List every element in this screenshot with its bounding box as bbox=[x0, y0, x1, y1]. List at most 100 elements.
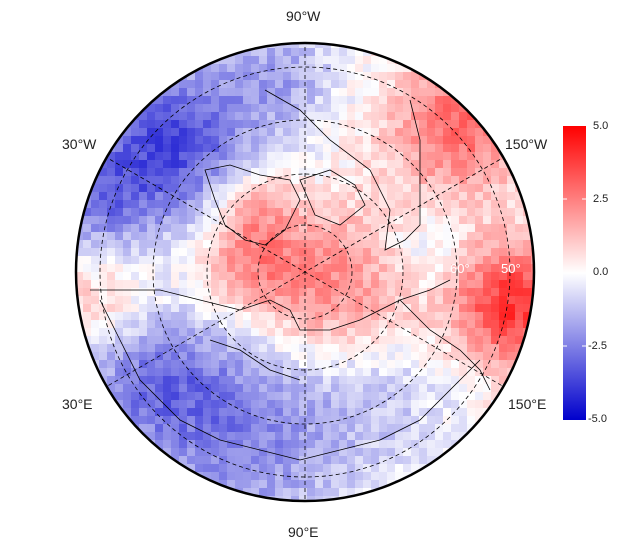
field-cell bbox=[123, 328, 131, 336]
field-cell bbox=[99, 448, 107, 456]
field-cell bbox=[99, 496, 107, 501]
field-cell bbox=[147, 360, 155, 368]
field-cell bbox=[123, 248, 131, 256]
field-cell bbox=[355, 392, 363, 400]
field-cell bbox=[131, 472, 139, 480]
field-cell bbox=[483, 43, 491, 48]
field-cell bbox=[411, 184, 419, 192]
field-cell bbox=[331, 304, 339, 312]
field-cell bbox=[443, 48, 451, 56]
field-cell bbox=[211, 288, 219, 296]
field-cell bbox=[115, 43, 123, 48]
field-cell bbox=[499, 120, 507, 128]
field-cell bbox=[443, 104, 451, 112]
field-cell bbox=[371, 272, 379, 280]
field-cell bbox=[307, 320, 315, 328]
field-cell bbox=[363, 296, 371, 304]
field-cell bbox=[451, 192, 459, 200]
field-cell bbox=[419, 216, 427, 224]
field-cell bbox=[275, 240, 283, 248]
field-cell bbox=[403, 216, 411, 224]
field-cell bbox=[523, 80, 531, 88]
field-cell bbox=[179, 456, 187, 464]
field-cell bbox=[451, 64, 459, 72]
field-cell bbox=[331, 328, 339, 336]
field-cell bbox=[467, 280, 475, 288]
field-cell bbox=[123, 88, 131, 96]
field-cell bbox=[99, 368, 107, 376]
field-cell bbox=[387, 112, 395, 120]
field-cell bbox=[131, 416, 139, 424]
field-cell bbox=[499, 256, 507, 264]
field-cell bbox=[131, 64, 139, 72]
field-cell bbox=[275, 152, 283, 160]
field-cell bbox=[387, 224, 395, 232]
field-cell bbox=[347, 128, 355, 136]
field-cell bbox=[179, 56, 187, 64]
field-cell bbox=[491, 232, 499, 240]
field-cell bbox=[299, 72, 307, 80]
field-cell bbox=[475, 256, 483, 264]
field-cell bbox=[211, 504, 219, 512]
field-cell bbox=[315, 296, 323, 304]
field-cell bbox=[83, 416, 91, 424]
field-cell bbox=[275, 64, 283, 72]
field-cell bbox=[339, 192, 347, 200]
field-cell bbox=[523, 304, 531, 312]
field-cell bbox=[427, 232, 435, 240]
field-cell bbox=[355, 248, 363, 256]
field-cell bbox=[443, 400, 451, 408]
field-cell bbox=[515, 344, 523, 352]
field-cell bbox=[115, 352, 123, 360]
field-cell bbox=[387, 128, 395, 136]
field-cell bbox=[355, 104, 363, 112]
field-cell bbox=[203, 280, 211, 288]
field-cell bbox=[195, 408, 203, 416]
field-cell bbox=[259, 336, 267, 344]
field-cell bbox=[155, 240, 163, 248]
field-cell bbox=[427, 264, 435, 272]
field-cell bbox=[475, 264, 483, 272]
field-cell bbox=[91, 184, 99, 192]
field-cell bbox=[347, 296, 355, 304]
field-cell bbox=[99, 400, 107, 408]
field-cell bbox=[227, 152, 235, 160]
field-cell bbox=[419, 424, 427, 432]
field-cell bbox=[419, 320, 427, 328]
field-cell bbox=[435, 216, 443, 224]
field-cell bbox=[115, 168, 123, 176]
field-cell bbox=[211, 232, 219, 240]
field-cell bbox=[243, 480, 251, 488]
field-cell bbox=[435, 376, 443, 384]
field-cell bbox=[131, 88, 139, 96]
field-cell bbox=[427, 216, 435, 224]
field-cell bbox=[123, 504, 131, 512]
field-cell bbox=[411, 288, 419, 296]
field-cell bbox=[443, 224, 451, 232]
field-cell bbox=[419, 408, 427, 416]
field-cell bbox=[76, 416, 83, 424]
field-cell bbox=[459, 288, 467, 296]
field-cell bbox=[219, 152, 227, 160]
field-cell bbox=[251, 224, 259, 232]
field-cell bbox=[267, 64, 275, 72]
field-cell bbox=[339, 152, 347, 160]
field-cell bbox=[475, 208, 483, 216]
field-cell bbox=[267, 240, 275, 248]
field-cell bbox=[523, 72, 531, 80]
field-cell bbox=[83, 368, 91, 376]
field-cell bbox=[371, 144, 379, 152]
field-cell bbox=[451, 248, 459, 256]
field-cell bbox=[187, 48, 195, 56]
field-cell bbox=[515, 384, 523, 392]
colorbar-tick-label: 2.5 bbox=[593, 193, 609, 205]
field-cell bbox=[531, 72, 534, 80]
field-cell bbox=[115, 224, 123, 232]
field-cell bbox=[171, 496, 179, 501]
field-cell bbox=[499, 248, 507, 256]
field-cell bbox=[459, 152, 467, 160]
field-cell bbox=[307, 272, 315, 280]
field-cell bbox=[523, 112, 531, 120]
field-cell bbox=[91, 320, 99, 328]
field-cell bbox=[355, 144, 363, 152]
